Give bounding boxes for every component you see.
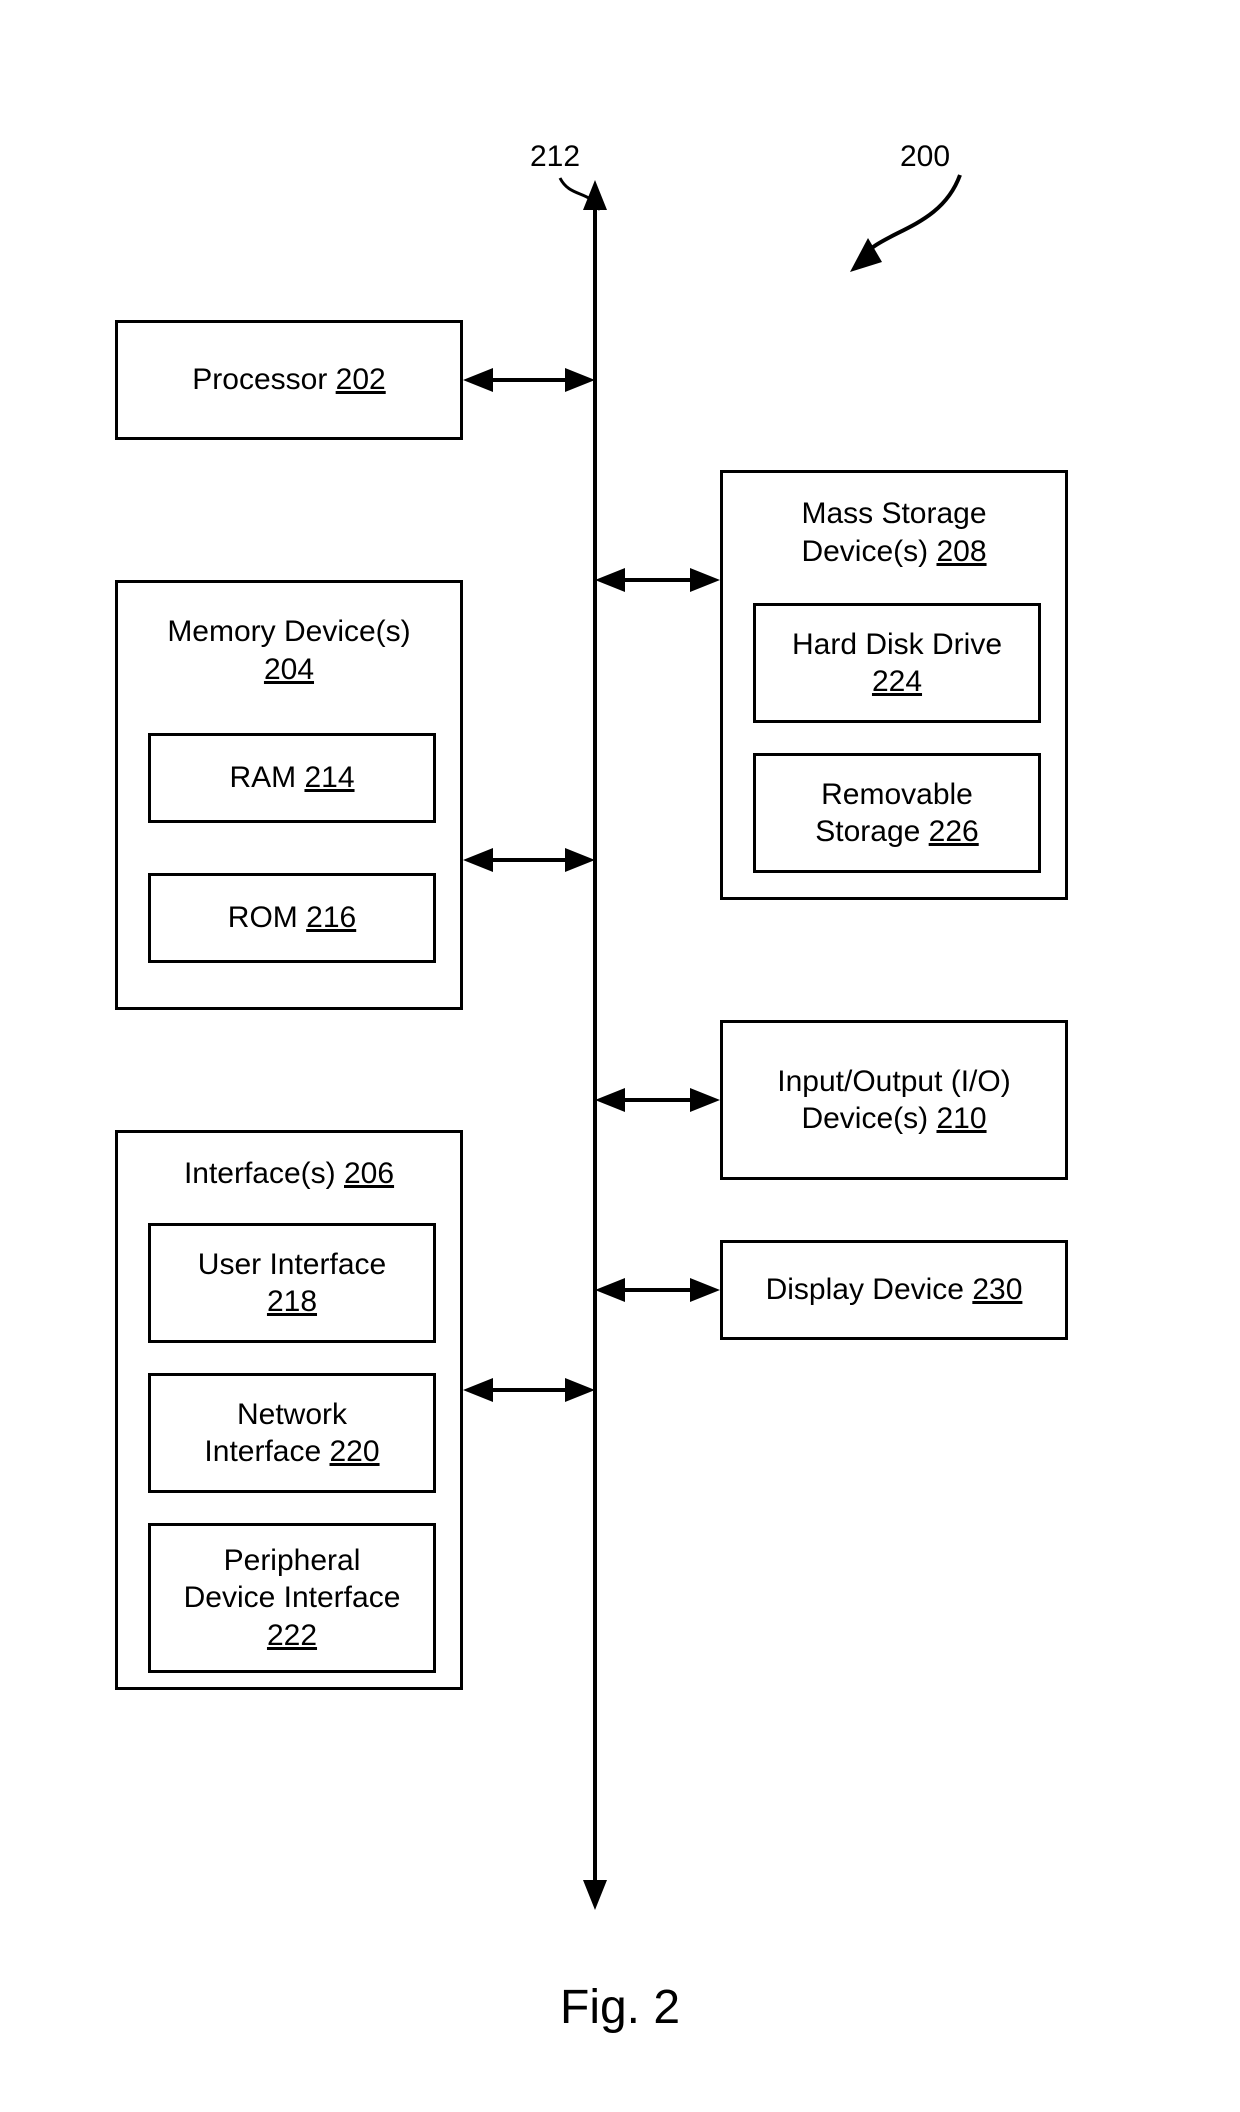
rom-box: ROM 216: [148, 873, 436, 963]
network-interface-box: NetworkInterface 220: [148, 1373, 436, 1493]
io-label: Input/Output (I/O) Device(s) 210: [777, 1063, 1010, 1138]
processor-box: Processor 202: [115, 320, 463, 440]
removable-storage-box: RemovableStorage 226: [753, 753, 1041, 873]
interfaces-title: Interface(s) 206: [184, 1155, 394, 1193]
processor-label: Processor 202: [192, 361, 385, 399]
display-box: Display Device 230: [720, 1240, 1068, 1340]
hdd-box: Hard Disk Drive224: [753, 603, 1041, 723]
memory-title: Memory Device(s) 204: [167, 613, 410, 688]
display-label: Display Device 230: [766, 1271, 1023, 1309]
memory-box: Memory Device(s) 204 RAM 214 ROM 216: [115, 580, 463, 1010]
ram-box: RAM 214: [148, 733, 436, 823]
io-box: Input/Output (I/O) Device(s) 210: [720, 1020, 1068, 1180]
figure-caption: Fig. 2: [560, 1980, 680, 2035]
diagram-canvas: 212 200 Processor 202 Memory Device(: [0, 0, 1240, 2112]
peripheral-interface-box: PeripheralDevice Interface222: [148, 1523, 436, 1673]
interfaces-box: Interface(s) 206 User Interface218 Netwo…: [115, 1130, 463, 1690]
user-interface-box: User Interface218: [148, 1223, 436, 1343]
mass-storage-title: Mass Storage Device(s) 208: [801, 495, 986, 570]
mass-storage-box: Mass Storage Device(s) 208 Hard Disk Dri…: [720, 470, 1068, 900]
